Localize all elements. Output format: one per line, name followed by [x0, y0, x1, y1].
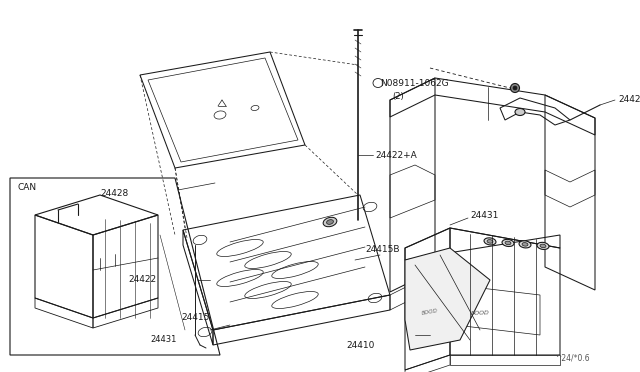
Text: 24428: 24428 [100, 189, 128, 198]
Ellipse shape [326, 219, 333, 224]
Text: 24415: 24415 [182, 314, 210, 323]
Ellipse shape [484, 238, 496, 245]
Text: (2): (2) [392, 92, 404, 100]
Text: 24425: 24425 [618, 96, 640, 105]
Text: 24422+A: 24422+A [375, 151, 417, 160]
Text: 24410: 24410 [347, 340, 375, 350]
Ellipse shape [519, 241, 531, 248]
Ellipse shape [505, 241, 511, 245]
Ellipse shape [513, 86, 517, 90]
Ellipse shape [537, 242, 549, 250]
Ellipse shape [515, 109, 525, 115]
Text: 24422: 24422 [128, 276, 156, 285]
Text: BOOD: BOOD [421, 308, 438, 316]
Text: ^24/*0.6: ^24/*0.6 [555, 353, 589, 362]
Text: 24431: 24431 [150, 336, 177, 344]
Ellipse shape [540, 244, 546, 248]
Text: 24431: 24431 [470, 211, 499, 219]
Ellipse shape [522, 243, 528, 246]
Text: 24415B: 24415B [365, 246, 399, 254]
Ellipse shape [487, 240, 493, 243]
Text: CAN: CAN [18, 183, 37, 192]
Text: N08911-1062G: N08911-1062G [380, 78, 449, 87]
Polygon shape [405, 248, 490, 350]
Ellipse shape [511, 83, 520, 93]
Ellipse shape [502, 239, 514, 247]
Text: BOOD: BOOD [470, 310, 490, 316]
Ellipse shape [323, 217, 337, 227]
